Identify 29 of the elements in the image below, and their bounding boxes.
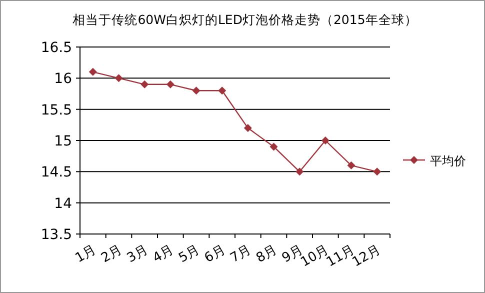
point xyxy=(140,80,149,88)
point xyxy=(244,124,252,132)
point xyxy=(166,80,174,88)
x-tick-label: 5月 xyxy=(176,242,202,266)
point xyxy=(192,86,200,95)
chart-title: 相当于传统60W白炽灯的LED灯泡价格走势（2015年全球） xyxy=(72,12,418,27)
y-tick-label: 14.5 xyxy=(40,164,72,181)
y-tick-label: 14 xyxy=(54,196,72,212)
point xyxy=(218,86,226,95)
point xyxy=(114,74,123,82)
x-tick-label: 1月 xyxy=(72,242,99,266)
x-tick-label: 6月 xyxy=(202,242,228,266)
point xyxy=(321,136,330,144)
x-tick-label: 4月 xyxy=(150,242,176,266)
y-tick-label: 15.5 xyxy=(40,102,72,118)
y-tick-label: 16 xyxy=(54,71,72,88)
point xyxy=(88,68,97,76)
point xyxy=(373,168,382,176)
y-tick-label: 13.5 xyxy=(40,227,72,243)
point xyxy=(347,161,356,170)
point xyxy=(270,142,278,151)
y-tick-label: 15 xyxy=(54,134,72,150)
x-tick-label: 3月 xyxy=(124,242,151,266)
legend-label: 平均价 xyxy=(430,154,466,168)
y-tick-label: 16.5 xyxy=(40,40,72,56)
x-tick-label: 8月 xyxy=(254,242,280,266)
x-tick-label: 7月 xyxy=(228,242,254,266)
point xyxy=(296,168,304,176)
x-tick-label: 2月 xyxy=(98,242,125,266)
